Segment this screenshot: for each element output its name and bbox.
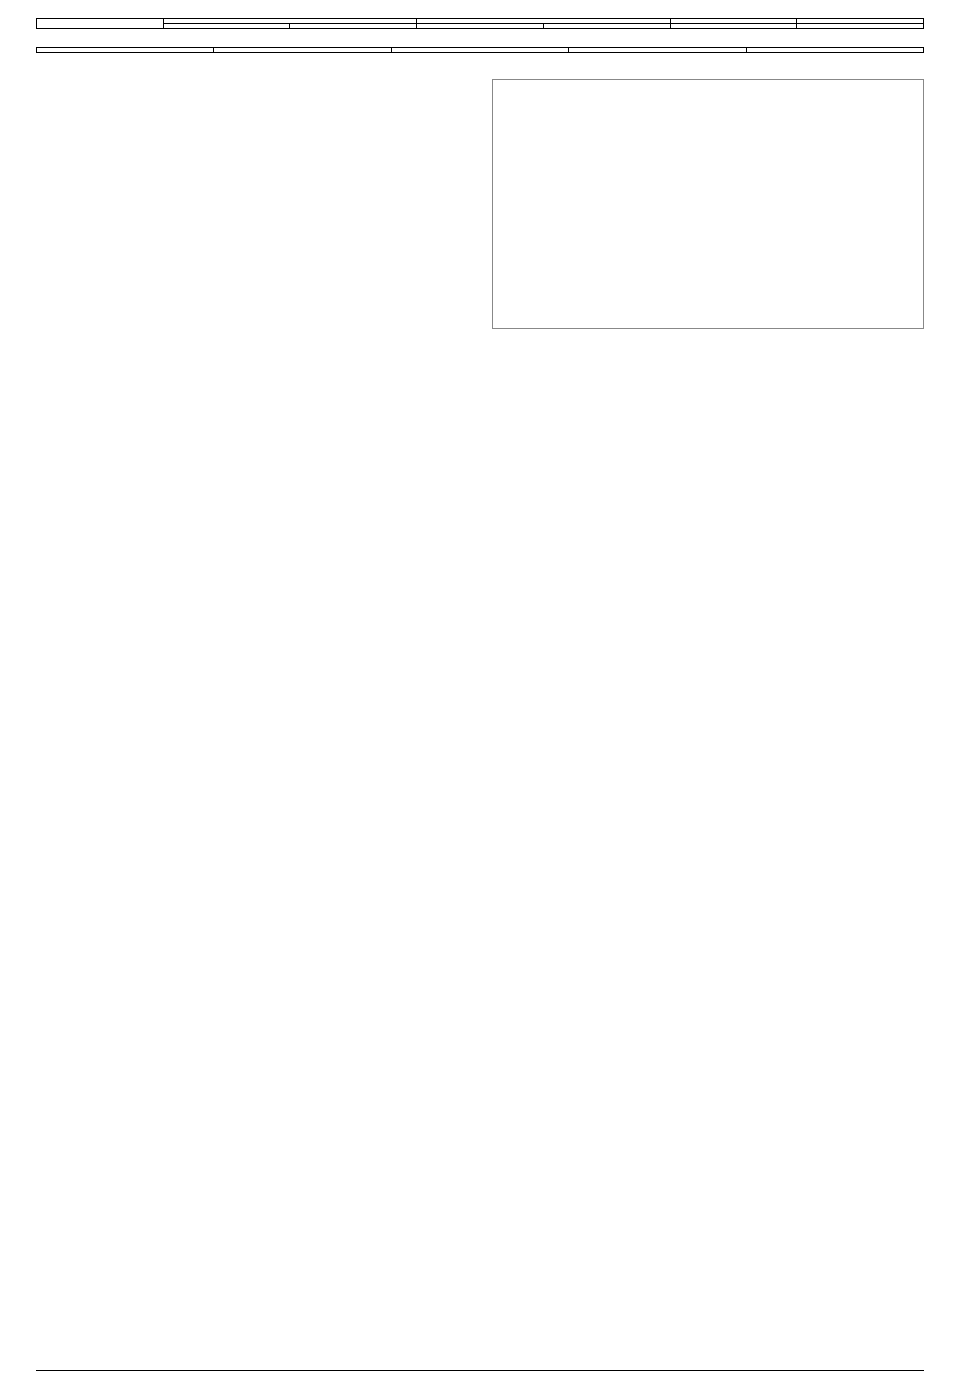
tab7-h-vegetace <box>37 19 164 29</box>
left-column <box>36 71 468 337</box>
tab8-h-vynos-susiny <box>391 48 568 53</box>
tab8-h-delka <box>569 48 746 53</box>
right-column <box>492 71 924 337</box>
tab7-table <box>36 18 924 29</box>
tab7-h-jesen2 <box>417 24 544 29</box>
page-footer <box>36 1370 924 1373</box>
tab7-h-jar2 <box>543 24 670 29</box>
tab8-table <box>36 47 924 53</box>
tab8-h-vynos-zrna <box>214 48 391 53</box>
tab7-h-jesen3 <box>670 24 797 29</box>
chart-svg <box>508 84 908 324</box>
page <box>0 0 960 1381</box>
tab7-h-jar1 <box>290 24 417 29</box>
graf2-chart <box>492 79 924 329</box>
tab7-section <box>36 18 924 29</box>
two-column-text <box>36 71 924 337</box>
tab8-h-plodina <box>37 48 214 53</box>
tab7-h-jesen1 <box>163 24 290 29</box>
tab8-h-potreba <box>746 48 923 53</box>
